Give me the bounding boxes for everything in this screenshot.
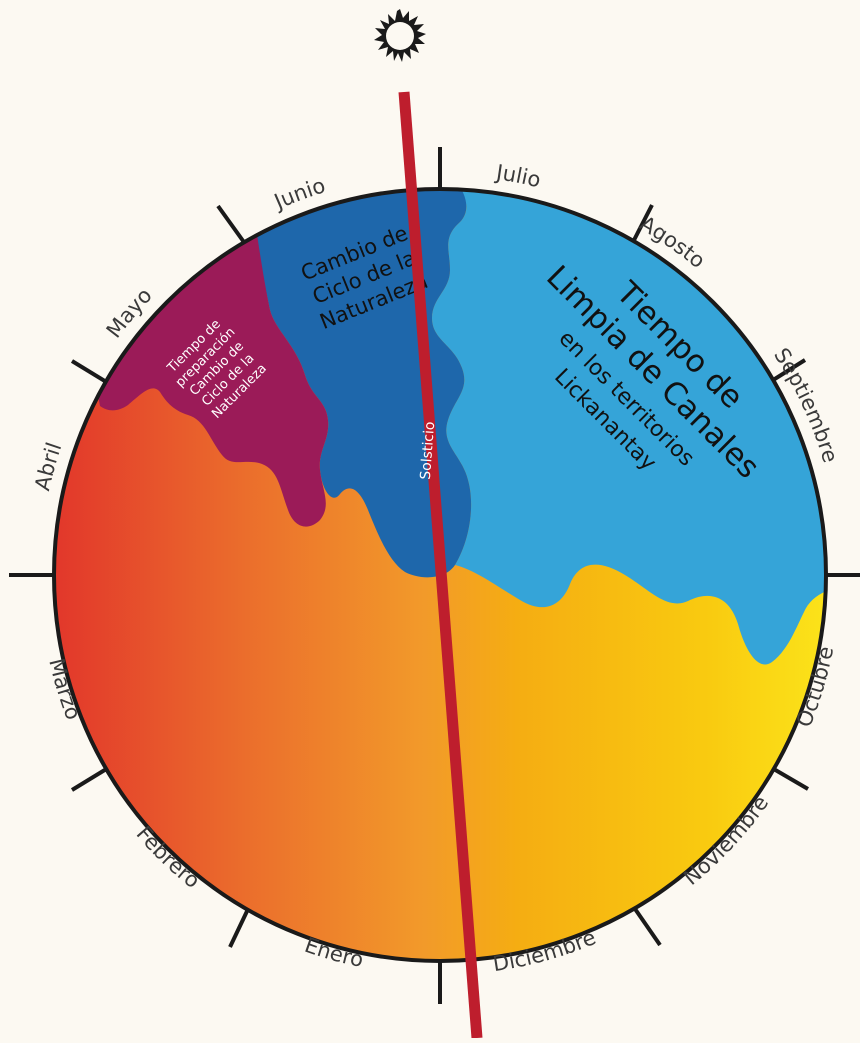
- calendar-outline: [52, 187, 828, 963]
- solstice-label: Solsticio: [418, 421, 438, 480]
- month-ticks: [9, 147, 860, 1004]
- month-label-abril: Abril: [30, 439, 66, 492]
- tick-diciembre: [631, 904, 662, 947]
- tick-febrero: [228, 906, 251, 948]
- svg-text:Julio: Julio: [493, 160, 543, 192]
- tick-noviembre: [770, 766, 810, 791]
- tick-agosto: [630, 204, 654, 245]
- tick-marzo: [70, 766, 110, 792]
- solstice-line: [398, 91, 483, 1039]
- tick-mayo: [70, 359, 110, 385]
- svg-text:Abril: Abril: [30, 439, 66, 492]
- tick-septiembre: [768, 358, 807, 384]
- month-label-julio: Julio: [493, 160, 543, 192]
- sun-icon: [374, 9, 426, 62]
- tick-junio: [216, 204, 248, 247]
